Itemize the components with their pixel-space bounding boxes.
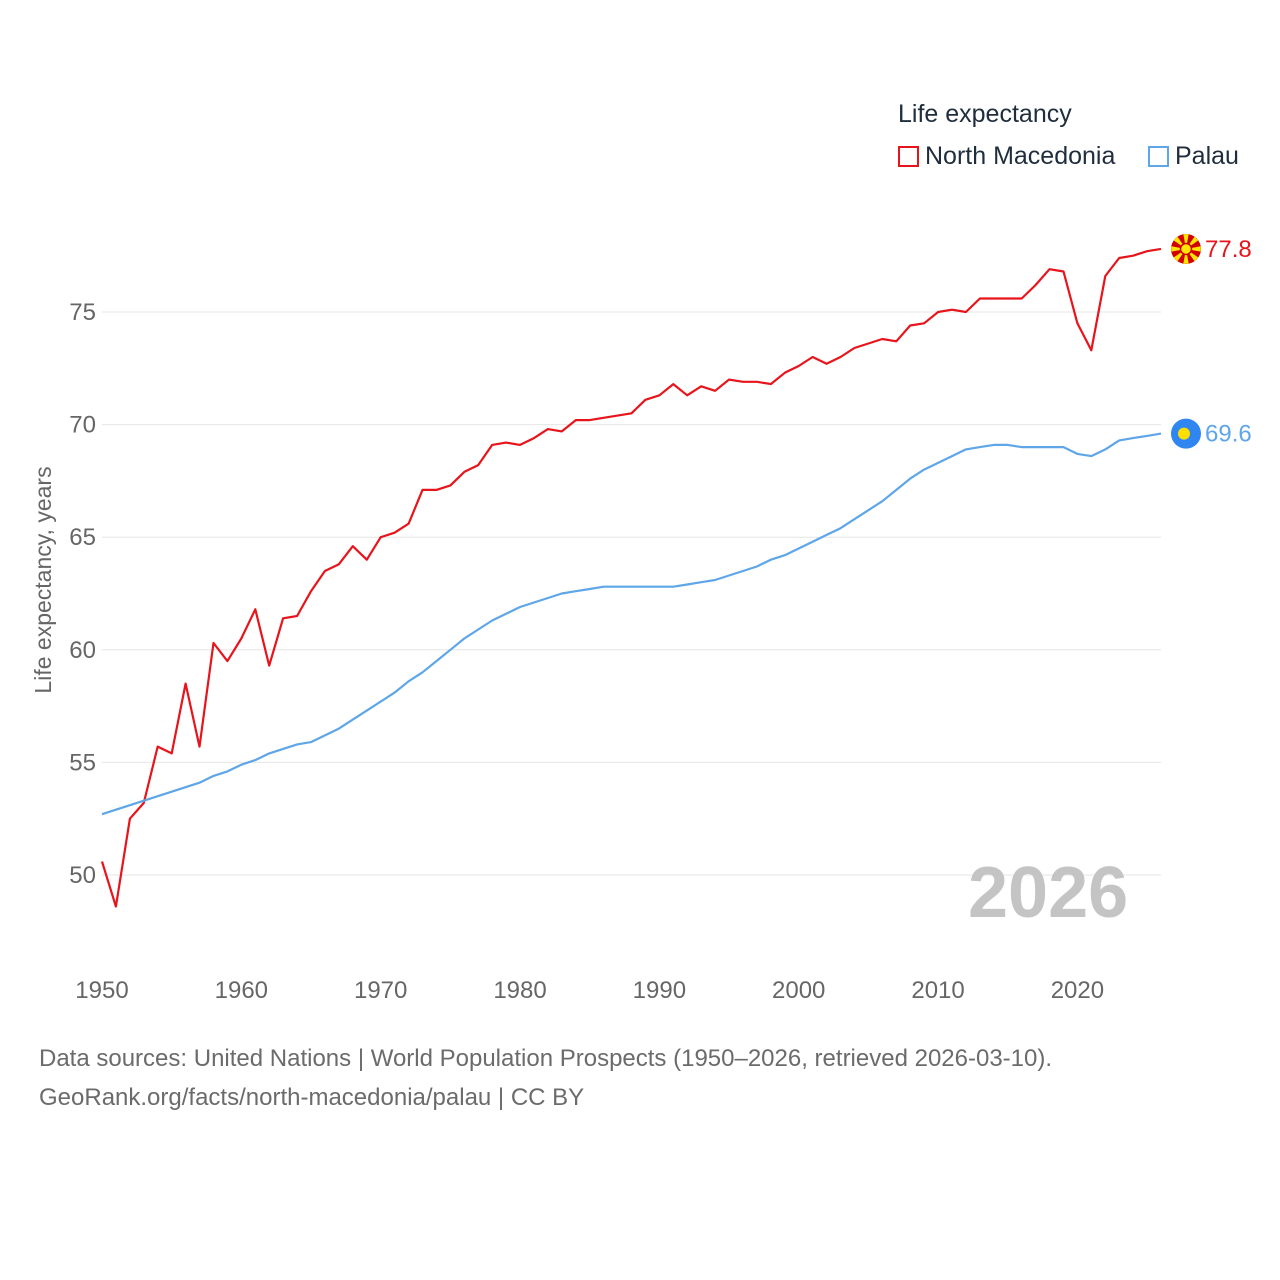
y-axis-ticks: 50 55 60 65 70 75 bbox=[69, 299, 96, 889]
series-lines bbox=[100, 247, 1162, 908]
x-tick-label: 2020 bbox=[1051, 977, 1104, 1004]
legend-item-north-macedonia[interactable]: North Macedonia bbox=[898, 142, 1115, 171]
y-axis-title: Life expectancy, years bbox=[30, 466, 56, 693]
footer-credit[interactable]: GeoRank.org/facts/north-macedonia/palau … bbox=[39, 1084, 585, 1111]
x-tick-label: 1950 bbox=[75, 977, 128, 1004]
y-tick-label: 60 bbox=[69, 637, 96, 664]
series-line-north-macedonia bbox=[100, 247, 1162, 908]
end-markers: 77.8 69.6 bbox=[1171, 233, 1252, 449]
x-tick-label: 2010 bbox=[911, 977, 964, 1004]
x-tick-label: 2000 bbox=[772, 977, 825, 1004]
legend-swatch-palau bbox=[1148, 146, 1169, 167]
gridlines bbox=[102, 311, 1161, 876]
legend-swatch-north-macedonia bbox=[898, 146, 919, 167]
end-value-label-palau: 69.6 bbox=[1205, 421, 1252, 448]
palau-flag-icon bbox=[1171, 418, 1201, 449]
y-tick-label: 70 bbox=[69, 412, 96, 439]
x-tick-label: 1980 bbox=[493, 977, 546, 1004]
y-tick-label: 65 bbox=[69, 524, 96, 551]
x-tick-label: 1990 bbox=[633, 977, 686, 1004]
series-line-palau bbox=[101, 432, 1162, 816]
north-macedonia-flag-icon bbox=[1171, 233, 1201, 264]
end-value-label-north-macedonia: 77.8 bbox=[1205, 236, 1252, 263]
y-tick-label: 75 bbox=[69, 299, 96, 326]
legend-label-palau: Palau bbox=[1175, 142, 1239, 170]
legend-item-palau[interactable]: Palau bbox=[1148, 142, 1239, 171]
legend-label-north-macedonia: North Macedonia bbox=[925, 142, 1116, 170]
footer-sources: Data sources: United Nations | World Pop… bbox=[39, 1045, 1053, 1072]
y-tick-label: 50 bbox=[69, 862, 96, 889]
x-tick-label: 1960 bbox=[215, 977, 268, 1004]
year-stamp: 2026 bbox=[968, 853, 1129, 933]
x-axis-ticks: 1950 1960 1970 1980 1990 2000 2010 2020 bbox=[75, 977, 1104, 1004]
x-tick-label: 1970 bbox=[354, 977, 407, 1004]
y-tick-label: 55 bbox=[69, 749, 96, 776]
legend-title: Life expectancy bbox=[898, 100, 1072, 128]
